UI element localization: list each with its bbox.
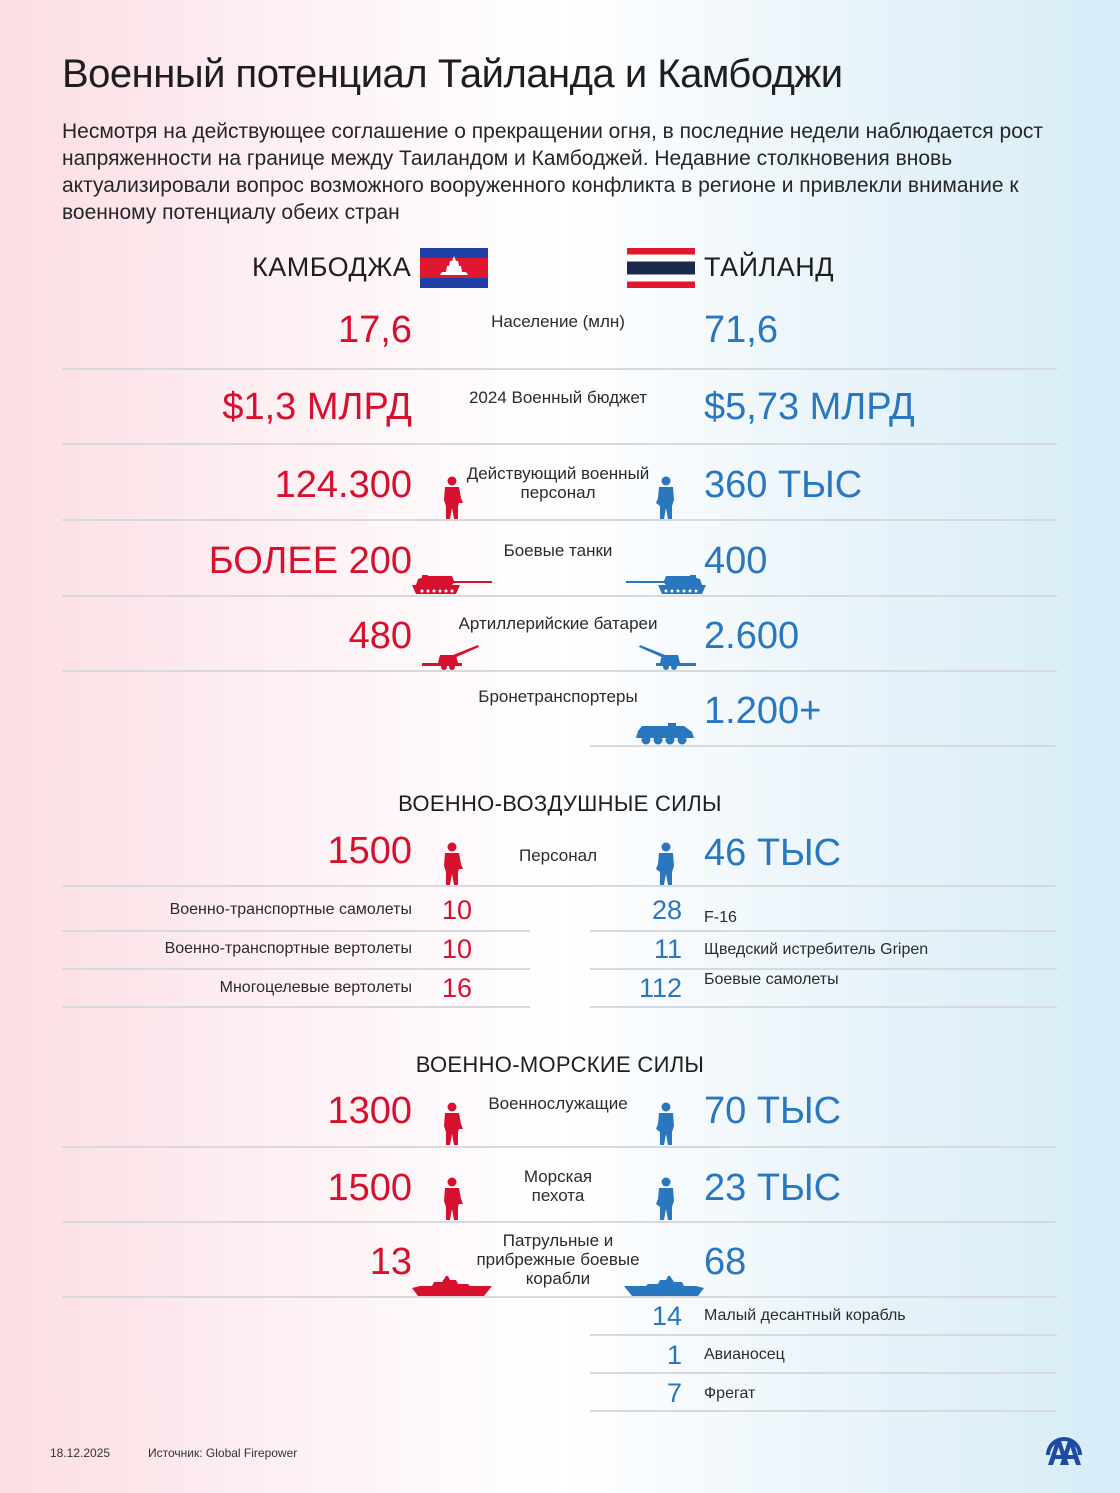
divider [62,1006,530,1008]
air-item-value: 10 [442,895,473,925]
soldier-icon [654,1102,678,1146]
country-thailand: ТАЙЛАНД [704,252,835,282]
patrol-ships-label: Патрульные и прибрежные боевые корабли [476,1231,640,1288]
air-item-value: 112 [638,973,682,1003]
air-item-value: 16 [442,973,473,1003]
air-item-label: Боевые самолеты [704,971,839,988]
divider [590,968,1057,970]
soldier-icon [440,842,464,886]
budget-label: 2024 Военный бюджет [468,388,648,407]
divider [590,930,1057,932]
air-item-label: Щведский истребитель Gripen [704,941,929,958]
thailand-flag-icon [627,248,695,288]
tank-icon [412,572,494,596]
thailand-artillery: 2.600 [704,615,800,657]
cambodia-tanks: БОЛЕЕ 200 [208,540,412,582]
navy-item-value: 1 [666,1340,682,1370]
soldier-icon [654,1177,678,1221]
cambodia-flag-icon [420,248,488,288]
thailand-budget: $5,73 МЛРД [704,386,915,428]
artillery-label: Артиллерийские батареи [458,614,658,633]
apc-icon [634,722,696,746]
navy-personnel-label: Военнослужащие [488,1094,628,1113]
cambodia-patrol-ships: 13 [369,1241,412,1283]
air-item-label: Военно-транспортные вертолеты [164,940,412,957]
navy-item-value: 14 [651,1301,682,1331]
air-item-value: 28 [651,895,682,925]
divider [62,670,1057,672]
tanks-label: Боевые танки [503,541,613,560]
divider [62,443,1057,445]
thailand-tanks: 400 [704,540,768,582]
air-personnel-label: Персонал [518,846,598,865]
thailand-population: 71,6 [704,309,778,351]
cambodia-navy-personnel: 1300 [327,1090,412,1132]
air-item-label: Многоцелевые вертолеты [219,979,412,996]
divider [590,1006,1057,1008]
thailand-patrol-ships: 68 [704,1241,747,1283]
divider [62,1296,1057,1298]
warship-icon [412,1276,492,1296]
source: Источник: Global Firepower [148,1446,298,1460]
cambodia-budget: $1,3 МЛРД [222,386,412,428]
air-item-label: F-16 [704,909,737,926]
cambodia-population: 17,6 [338,309,412,351]
divider [62,519,1057,521]
divider [62,1146,1057,1148]
navy-item-label: Малый десантный корабль [704,1307,906,1324]
thailand-apc: 1.200+ [704,690,822,732]
cambodia-active-personnel: 124.300 [274,464,412,506]
page-title: Военный потенциал Тайланда и Камбоджи [62,52,843,96]
divider [590,1334,1057,1336]
lead-paragraph: Несмотря на действующее соглашение о пре… [62,120,1043,224]
thailand-active-personnel: 360 ТЫС [704,464,863,506]
cambodia-marines: 1500 [327,1167,412,1209]
warship-icon [624,1276,704,1296]
population-label: Население (млн) [491,312,625,331]
divider [62,930,530,932]
date: 18.12.2025 [50,1446,111,1460]
air-force-title: ВОЕННО-ВОЗДУШНЫЕ СИЛЫ [398,791,722,816]
divider [590,1410,1057,1412]
navy-item-value: 7 [666,1378,682,1408]
divider [590,745,1057,747]
soldier-icon [654,842,678,886]
tank-icon [624,572,706,596]
thailand-navy-personnel: 70 ТЫС [704,1090,842,1132]
divider [590,1372,1057,1374]
navy-title: ВОЕННО-МОРСКИЕ СИЛЫ [415,1052,705,1077]
navy-item-label: Авианосец [704,1346,785,1363]
cambodia-air-personnel: 1500 [327,830,412,872]
divider [62,968,530,970]
artillery-icon [636,645,696,671]
navy-item-label: Фрегат [704,1385,756,1402]
air-item-value: 11 [653,934,682,964]
thailand-marines: 23 ТЫС [704,1167,842,1209]
country-cambodia: КАМБОДЖА [252,252,412,282]
active-personnel-label: Действующий военный персонал [466,464,650,502]
air-item-value: 10 [442,934,473,964]
thailand-air-personnel: 46 ТЫС [704,832,842,874]
soldier-icon [440,1177,464,1221]
apc-label: Бронетранспортеры [478,687,638,706]
divider [62,368,1057,370]
soldier-icon [654,476,678,520]
divider [62,595,1057,597]
marines-label: Морская пехота [523,1167,593,1205]
artillery-icon [422,645,482,671]
divider [62,885,1057,887]
aa-logo-icon [1042,1425,1086,1469]
divider [62,1221,1057,1223]
soldier-icon [440,1102,464,1146]
air-item-label: Военно-транспортные самолеты [169,901,412,918]
soldier-icon [440,476,464,520]
cambodia-artillery: 480 [348,615,412,657]
